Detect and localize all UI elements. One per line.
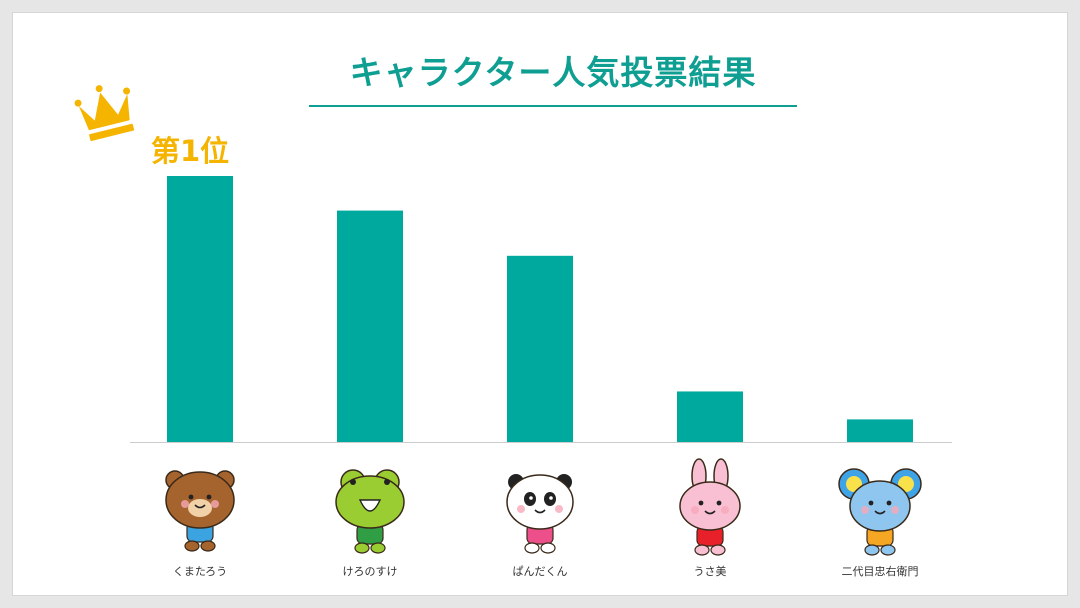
panda-character-icon (506, 474, 574, 554)
crown-icon (74, 85, 135, 142)
category-label: くまたろう (173, 565, 227, 578)
category-label: うさ美 (694, 565, 727, 578)
rank-badge-label: 第1位 (151, 134, 229, 168)
title-block: キャラクター人気投票結果 (309, 51, 797, 107)
title-underline (309, 105, 797, 107)
category-label: 二代目忠右衛門 (842, 564, 919, 578)
bar (167, 176, 233, 442)
rabbit-character-icon (679, 458, 741, 556)
category-icons (165, 458, 922, 556)
frog-character-icon (335, 469, 405, 554)
bar (507, 255, 573, 442)
chart-title: キャラクター人気投票結果 (349, 53, 757, 92)
category-label: ぱんだくん (513, 565, 568, 578)
bar (337, 210, 403, 442)
bear-character-icon (165, 470, 235, 552)
category-label: けろのすけ (343, 565, 398, 578)
bar (847, 419, 913, 442)
category-labels: くまたろう けろのすけ ぱんだくん うさ美 二代目忠右衛門 (173, 564, 919, 578)
bar (677, 391, 743, 442)
bar-series (167, 176, 913, 442)
mouse-character-icon (838, 468, 922, 556)
